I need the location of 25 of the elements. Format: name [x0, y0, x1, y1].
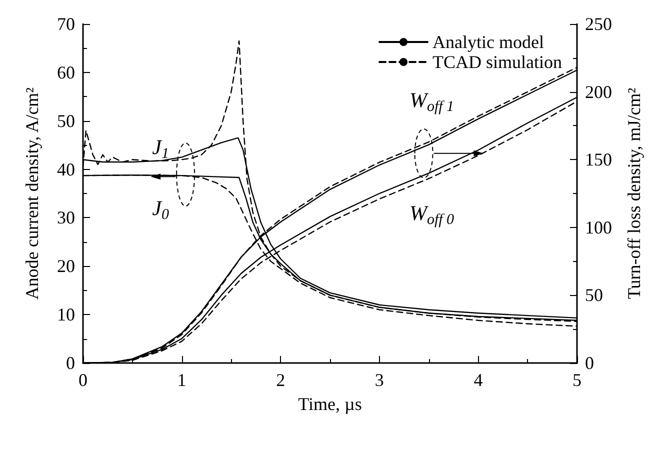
- y-tick-label: 40: [57, 159, 75, 180]
- legend-label: TCAD simulation: [432, 52, 562, 72]
- y-axis-title: Anode current density, A/cm²: [22, 87, 42, 300]
- x-tick-label: 4: [474, 370, 483, 390]
- y2-tick-label: 200: [585, 82, 612, 102]
- y2-axis-title: Turn-off loss density, mJ/cm²: [624, 88, 644, 300]
- y-tick-label: 70: [57, 14, 75, 34]
- y2-tick-label: 0: [585, 353, 594, 373]
- y-tick-label: 30: [57, 208, 75, 228]
- x-axis-title: Time, µs: [298, 394, 362, 414]
- y2-tick-label: 100: [585, 217, 612, 238]
- y2-tick-label: 250: [585, 14, 612, 34]
- y-tick-label: 0: [66, 353, 75, 373]
- x-tick-label: 3: [374, 370, 384, 390]
- y-tick-label: 50: [57, 110, 75, 131]
- y2-tick-label: 50: [585, 285, 603, 306]
- legend-label: Analytic model: [432, 32, 544, 52]
- y-tick-label: 10: [57, 304, 75, 325]
- x-tick-label: 1: [177, 370, 186, 390]
- x-tick-label: 0: [78, 370, 88, 390]
- y-tick-label: 60: [57, 62, 75, 82]
- y-tick-label: 20: [57, 256, 75, 276]
- x-tick-label: 2: [276, 370, 286, 390]
- y2-tick-label: 150: [585, 150, 612, 170]
- x-tick-label: 5: [572, 370, 582, 390]
